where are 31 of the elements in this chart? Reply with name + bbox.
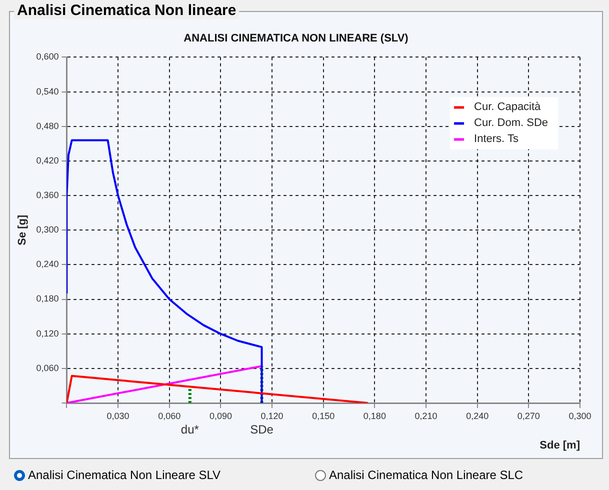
annotation: du*: [180, 422, 200, 436]
y-tick-label: 0,600: [36, 52, 59, 62]
y-tick-label: 0,180: [36, 294, 59, 304]
text: Analisi Cinematica Non lineare: [14, 2, 240, 19]
text: Analisi Cinematica Non Lineare SLC: [329, 468, 524, 482]
y-tick-label: 0,540: [36, 86, 59, 96]
y-tick-label: 0,480: [36, 120, 59, 131]
text: Analisi Cinematica Non Lineare SLV: [28, 468, 221, 482]
x-tick-label: 0,180: [363, 410, 386, 421]
y-tick-label: 0,240: [36, 259, 59, 270]
annotation: SDe: [250, 422, 274, 436]
x-tick-label: 0,240: [466, 410, 489, 421]
y-tick-label: 0,300: [36, 224, 59, 235]
x-tick-label: 0,120: [260, 410, 284, 421]
y-tick-label: 0,420: [36, 155, 59, 166]
x-tick-label: 0,090: [209, 410, 232, 421]
x-tick-label: 0,060: [158, 410, 181, 421]
y-axis-title: Se [g]: [16, 214, 29, 246]
legend-label: Cur. Capacità: [474, 101, 542, 114]
x-axis-title: Sde [m]: [540, 439, 580, 452]
legend-label: Inters. Ts: [474, 133, 519, 146]
x-tick-label: 0,150: [312, 410, 335, 421]
x-tick-label: 0,030: [106, 410, 130, 421]
y-tick-label: 0,060: [36, 362, 59, 373]
y-tick-label: 0,360: [36, 190, 59, 200]
x-tick-label: 0,210: [414, 410, 438, 421]
y-tick-label: 0,120: [36, 328, 59, 338]
x-tick-label: 0,300: [568, 410, 592, 421]
chart-title: ANALISI CINEMATICA NON LINEARE (SLV): [184, 32, 409, 45]
legend-label: Cur. Dom. SDe: [474, 117, 548, 130]
x-tick-label: 0,270: [517, 410, 540, 421]
